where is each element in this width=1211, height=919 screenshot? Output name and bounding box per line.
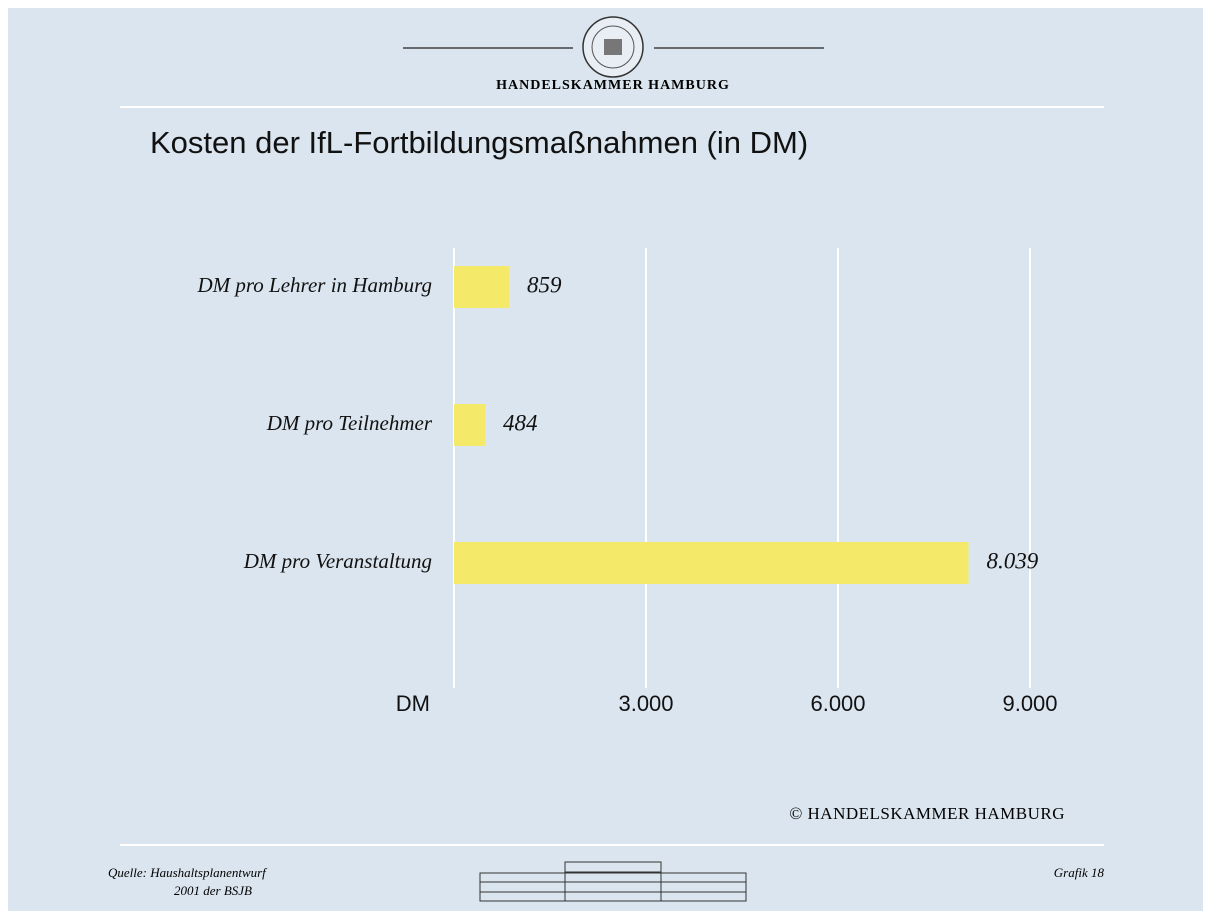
logo [591,25,635,69]
x-tick-label: 9.000 [1002,691,1057,716]
page-number: Grafik 18 [1054,865,1105,880]
x-tick-label: DM [396,691,430,716]
value-label: 8.039 [986,548,1038,573]
x-tick-label: 6.000 [810,691,865,716]
y-tick-label: DM pro Teilnehmer [266,411,433,435]
value-label: 859 [527,272,562,297]
y-tick-label: DM pro Lehrer in Hamburg [197,273,433,297]
chart-title: Kosten der IfL-Fortbildungsmaßnahmen (in… [150,125,808,160]
copyright: © HANDELSKAMMER HAMBURG [789,804,1065,823]
x-tick-label: 3.000 [618,691,673,716]
logo [604,39,622,55]
bar [454,266,509,308]
building [479,861,747,902]
source: 2001 der BSJB [174,883,252,898]
background [8,8,1203,911]
header-org: HANDELSKAMMER HAMBURG [496,78,730,93]
bar [454,404,485,446]
source: Quelle: Haushaltsplanentwurf [108,865,268,880]
value-label: 484 [503,410,538,435]
y-tick-label: DM pro Veranstaltung [243,549,432,573]
bar [454,542,969,584]
plot: DM 3.000 6.000 9.000 DM pro Lehrer in Hambur… [197,248,1058,716]
